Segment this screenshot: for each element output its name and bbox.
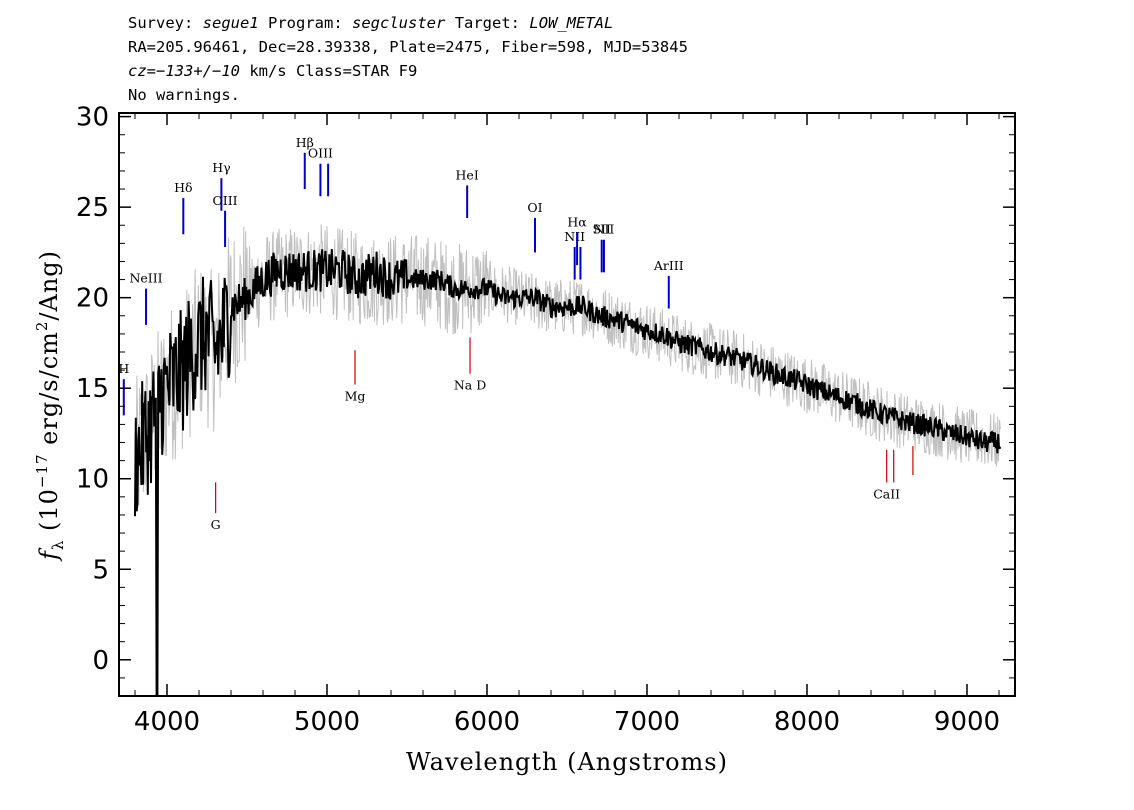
emission-line-label: Hα xyxy=(567,214,587,229)
survey-value: segue1 xyxy=(202,14,259,32)
emission-line-label: HeI xyxy=(456,167,479,182)
y-tick-label: 5 xyxy=(92,555,109,585)
emission-line-label: H xyxy=(118,361,129,376)
emission-line-label: SII xyxy=(592,222,611,237)
axis-ticks: 4000 5000 6000 7000 8000 9000 0 5 10 15 20 25 30 xyxy=(76,103,1015,737)
y-tick-label: 15 xyxy=(76,374,109,404)
emission-line-label: OI xyxy=(527,200,542,215)
emission-line-label: ArIII xyxy=(653,258,684,273)
flux-series xyxy=(134,248,1002,697)
header-line-1: Survey: segue1 Program: segcluster Targe… xyxy=(128,12,613,34)
x-tick-label: 7000 xyxy=(614,707,680,737)
header-line-2: RA=205.96461, Dec=28.39338, Plate=2475, … xyxy=(128,38,688,56)
program-label: Program: xyxy=(268,14,343,32)
svg-text:fλ (10−17 erg/s/cm2/Ang): fλ (10−17 erg/s/cm2/Ang) xyxy=(33,250,67,562)
error-band xyxy=(134,224,1001,506)
absorption-line-label: Mg xyxy=(345,389,366,404)
emission-line-label: OIII xyxy=(308,146,333,161)
absorption-line-label: CaII xyxy=(873,486,900,501)
x-tick-label: 5000 xyxy=(294,707,360,737)
target-label: Target: xyxy=(454,14,521,32)
emission-line-label: NII xyxy=(594,222,615,237)
x-tick-label: 6000 xyxy=(454,707,520,737)
y-tick-label: 30 xyxy=(76,103,109,133)
program-value: segcluster xyxy=(352,14,446,32)
emission-line-label: Hβ xyxy=(296,135,314,150)
emission-line-label: OIII xyxy=(213,193,238,208)
flux-line xyxy=(134,248,1002,697)
y-tick-label: 10 xyxy=(76,465,109,495)
emission-line-label: NeIII xyxy=(129,271,162,286)
absorption-line-label: Na D xyxy=(454,378,486,393)
y-tick-label: 25 xyxy=(76,193,109,223)
redshift-value: cz=−133+/−10 xyxy=(128,62,240,80)
y-tick-label: 20 xyxy=(76,284,109,314)
emission-line-label: NII xyxy=(564,229,585,244)
plot-frame xyxy=(118,112,1016,697)
x-tick-label: 4000 xyxy=(134,707,200,737)
absorption-line-label: G xyxy=(211,517,221,532)
y-tick-label: 0 xyxy=(92,646,109,676)
x-tick-label: 8000 xyxy=(774,707,840,737)
error-band-line xyxy=(134,224,1001,506)
emission-line-label: Hγ xyxy=(212,160,230,175)
header-line-4: No warnings. xyxy=(128,86,240,104)
survey-label: Survey: xyxy=(128,14,194,32)
target-value: LOW_METAL xyxy=(529,14,614,32)
emission-line-label: Hδ xyxy=(174,180,192,195)
y-axis-label: fλ (10−17 erg/s/cm2/Ang) xyxy=(33,250,67,562)
header-line-3: cz=−133+/−10 km/s Class=STAR F9 xyxy=(128,60,417,82)
x-axis-label: Wavelength (Angstroms) xyxy=(406,748,728,776)
x-tick-label: 9000 xyxy=(934,707,1000,737)
class-info: km/s Class=STAR F9 xyxy=(239,62,418,80)
